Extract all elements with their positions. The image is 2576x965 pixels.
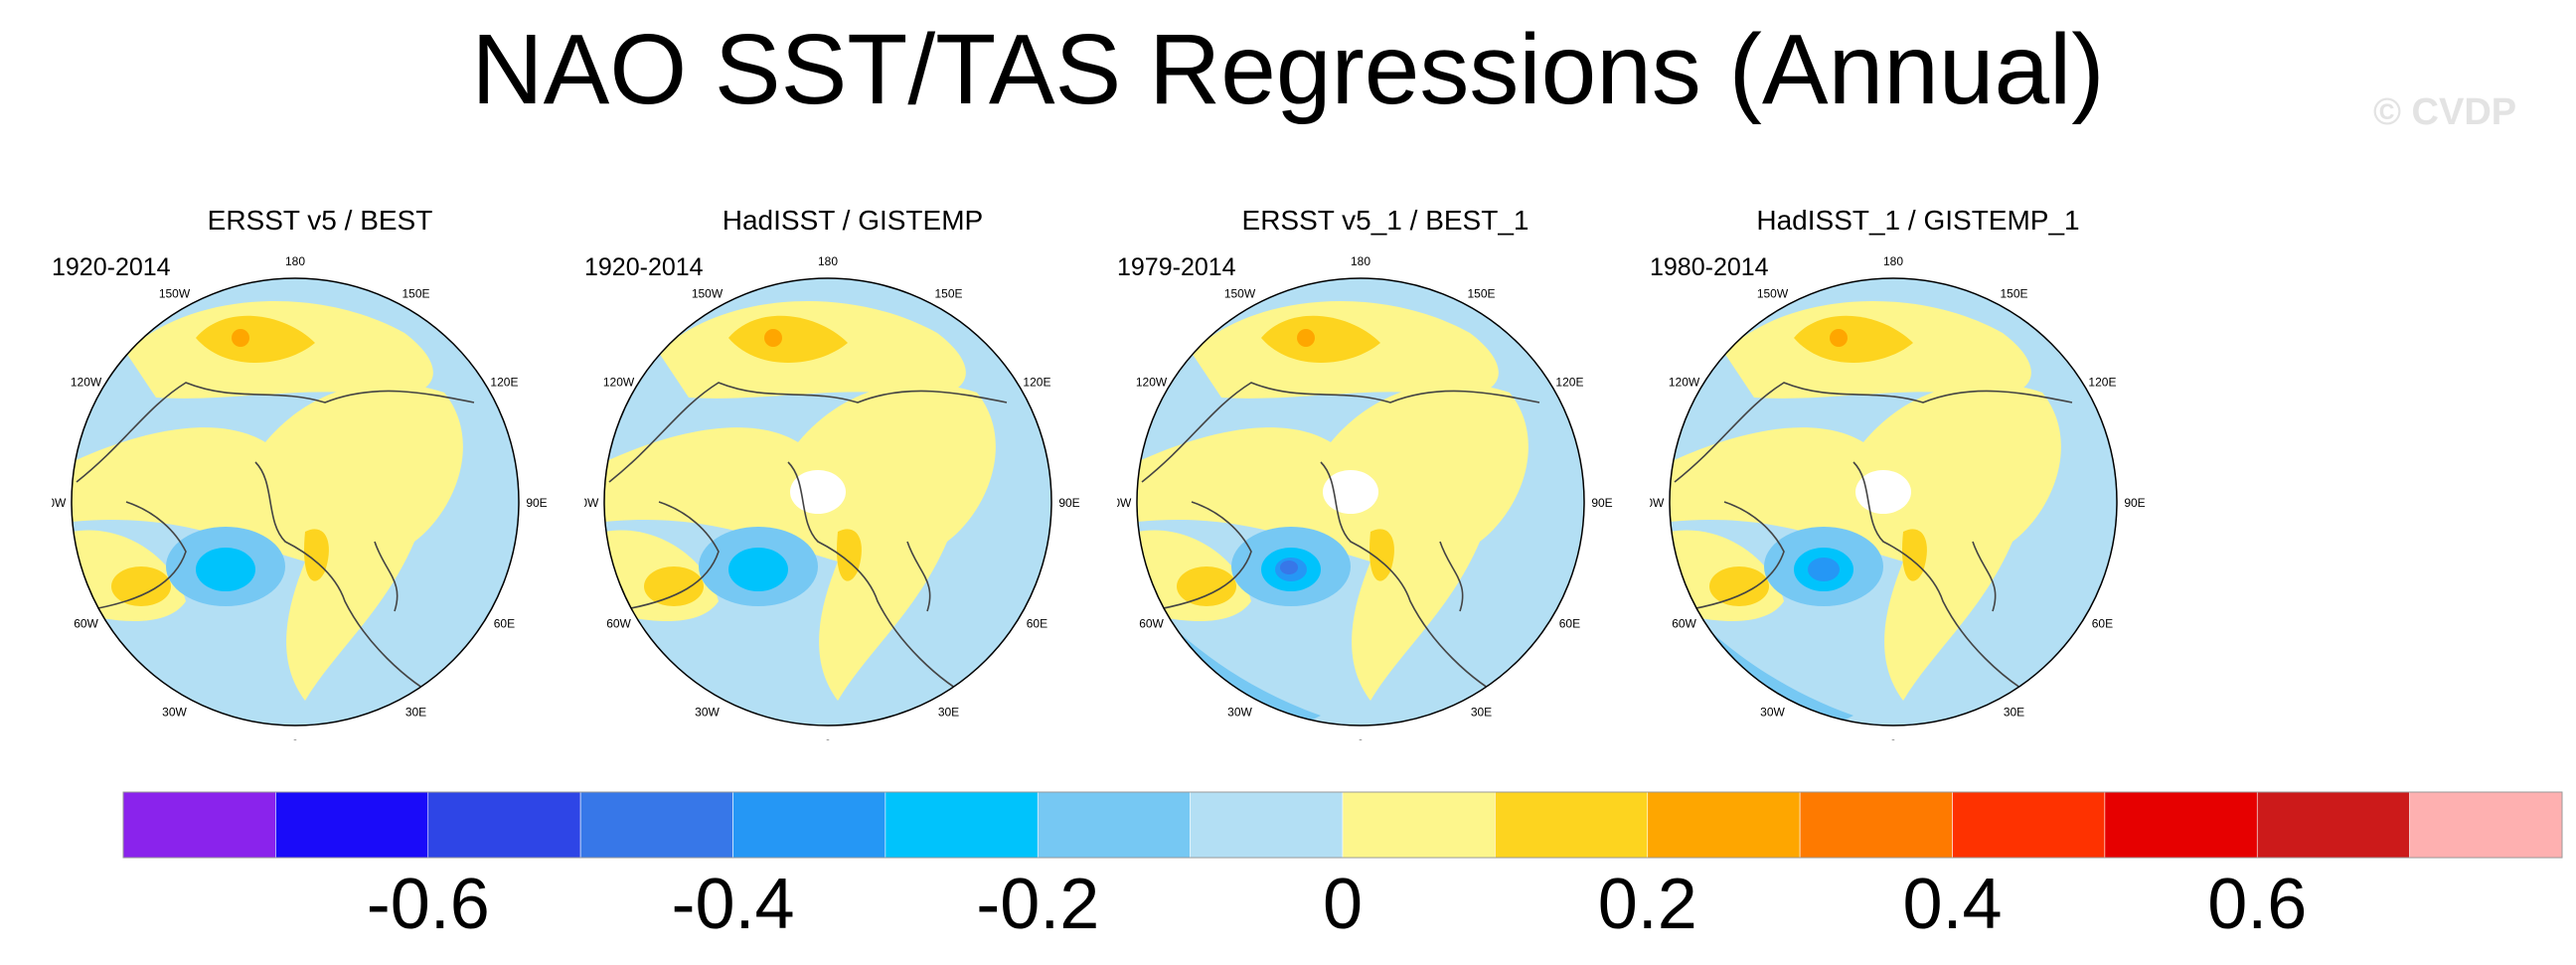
longitude-label: 120E bbox=[1555, 376, 1583, 390]
longitude-label: 150W bbox=[692, 287, 724, 301]
colorbar-swatch bbox=[2256, 791, 2410, 859]
colorbar-swatch bbox=[1952, 791, 2106, 859]
longitude-label: 60E bbox=[2092, 617, 2113, 631]
longitude-label: 30W bbox=[1227, 705, 1252, 719]
colorbar-swatch bbox=[1037, 791, 1191, 859]
polar-map: 180 150E 120E 90E 60E 30E 0 30W 60W 90W 120W 150W bbox=[52, 254, 548, 740]
colorbar-tick-label: 0.2 bbox=[1597, 865, 1697, 944]
panel-years: 1979-2014 bbox=[1117, 253, 1236, 281]
colorbar-swatch bbox=[885, 791, 1039, 859]
colorbar-tick-label: -0.2 bbox=[976, 865, 1100, 944]
longitude-label: 180 bbox=[818, 254, 838, 268]
longitude-label: 150E bbox=[934, 287, 962, 301]
colorbar-swatch bbox=[122, 791, 276, 859]
longitude-label: 60E bbox=[1027, 617, 1047, 631]
longitude-label: 30E bbox=[938, 705, 959, 719]
longitude-label: 90W bbox=[584, 496, 599, 510]
map-border bbox=[71, 277, 520, 726]
map-border bbox=[603, 277, 1052, 726]
longitude-label: 150E bbox=[2000, 287, 2027, 301]
longitude-label: 90E bbox=[526, 496, 547, 510]
copyright-watermark: © CVDP bbox=[2373, 91, 2517, 133]
colorbar-tick-label: -0.4 bbox=[671, 865, 795, 944]
colorbar-swatch bbox=[1495, 791, 1649, 859]
longitude-label: 90E bbox=[2124, 496, 2145, 510]
longitude-label: 120E bbox=[2088, 376, 2116, 390]
longitude-label: 60E bbox=[494, 617, 515, 631]
longitude-label: 120W bbox=[71, 376, 102, 390]
figure-title: NAO SST/TAS Regressions (Annual) bbox=[471, 14, 2105, 125]
longitude-label: 60W bbox=[74, 617, 98, 631]
longitude-label: 90E bbox=[1058, 496, 1079, 510]
colorbar-swatch bbox=[427, 791, 581, 859]
panel-title: ERSST v5_1 / BEST_1 bbox=[1241, 205, 1530, 236]
longitude-label: 120E bbox=[1023, 376, 1050, 390]
longitude-label: 120W bbox=[603, 376, 635, 390]
longitude-label: 30E bbox=[1471, 705, 1492, 719]
map-panel: HadISST_1 / GISTEMP_1 180 150E 120E 90E 60E 30… bbox=[1650, 204, 2186, 740]
polar-map: 180 150E 120E 90E 60E 30E 0 30W 60W 90W 120W 150W bbox=[1650, 254, 2146, 740]
longitude-label: 90W bbox=[1117, 496, 1132, 510]
longitude-label: 60E bbox=[1559, 617, 1580, 631]
longitude-label: 180 bbox=[285, 254, 305, 268]
colorbar-swatch bbox=[275, 791, 429, 859]
colorbar-tick-label: 0.4 bbox=[1902, 865, 2003, 944]
longitude-label: 0 bbox=[292, 737, 299, 740]
longitude-label: 120W bbox=[1136, 376, 1168, 390]
colorbar-tick-label: -0.6 bbox=[366, 865, 490, 944]
longitude-label: 30E bbox=[2004, 705, 2024, 719]
map-border bbox=[1669, 277, 2118, 726]
longitude-label: 120W bbox=[1669, 376, 1700, 390]
longitude-label: 30W bbox=[1760, 705, 1785, 719]
colorbar-swatch bbox=[1342, 791, 1496, 859]
longitude-label: 180 bbox=[1883, 254, 1903, 268]
panel-years: 1920-2014 bbox=[584, 253, 704, 281]
longitude-label: 0 bbox=[1358, 737, 1365, 740]
longitude-label: 0 bbox=[825, 737, 832, 740]
longitude-label: 120E bbox=[490, 376, 518, 390]
panel-years: 1980-2014 bbox=[1650, 253, 1769, 281]
map-panel: ERSST v5 / BEST 180 150E 120E 90E 60E 30E 0 30W 6… bbox=[52, 204, 588, 740]
longitude-label: 150W bbox=[1757, 287, 1789, 301]
longitude-label: 90E bbox=[1591, 496, 1612, 510]
map-panel: HadISST / GISTEMP 180 150E 120E 90E 60E 30E 0 30… bbox=[584, 204, 1121, 740]
longitude-label: 30W bbox=[695, 705, 720, 719]
polar-map: 180 150E 120E 90E 60E 30E 0 30W 60W 90W 120W 150W bbox=[1117, 254, 1613, 740]
colorbar-swatch bbox=[732, 791, 886, 859]
colorbar-swatch bbox=[1647, 791, 1801, 859]
longitude-label: 30E bbox=[405, 705, 426, 719]
longitude-label: 0 bbox=[1890, 737, 1897, 740]
longitude-label: 150W bbox=[1224, 287, 1256, 301]
colorbar-swatch bbox=[1799, 791, 1953, 859]
longitude-label: 60W bbox=[606, 617, 631, 631]
longitude-label: 90W bbox=[1650, 496, 1665, 510]
longitude-label: 90W bbox=[52, 496, 67, 510]
panel-years: 1920-2014 bbox=[52, 253, 171, 281]
longitude-label: 60W bbox=[1672, 617, 1696, 631]
longitude-label: 30W bbox=[162, 705, 187, 719]
longitude-label: 60W bbox=[1139, 617, 1164, 631]
panel-title: HadISST_1 / GISTEMP_1 bbox=[1756, 205, 2080, 236]
map-border bbox=[1136, 277, 1585, 726]
panel-title: HadISST / GISTEMP bbox=[722, 205, 984, 236]
longitude-label: 150E bbox=[1467, 287, 1495, 301]
colorbar-swatch bbox=[579, 791, 733, 859]
longitude-label: 150W bbox=[159, 287, 191, 301]
colorbar-tick-label: 0.6 bbox=[2207, 865, 2308, 944]
panel-title: ERSST v5 / BEST bbox=[207, 205, 433, 236]
polar-map: 180 150E 120E 90E 60E 30E 0 30W 60W 90W 120W 150W bbox=[584, 254, 1080, 740]
colorbar-swatch bbox=[1190, 791, 1344, 859]
colorbar-swatch bbox=[2409, 791, 2563, 859]
map-panel: ERSST v5_1 / BEST_1 180 150E 120E 90E 60E 30E 0… bbox=[1117, 204, 1654, 740]
longitude-label: 180 bbox=[1351, 254, 1370, 268]
colorbar-swatch bbox=[2104, 791, 2258, 859]
longitude-label: 150E bbox=[402, 287, 429, 301]
colorbar-tick-label: 0 bbox=[1322, 865, 1364, 944]
